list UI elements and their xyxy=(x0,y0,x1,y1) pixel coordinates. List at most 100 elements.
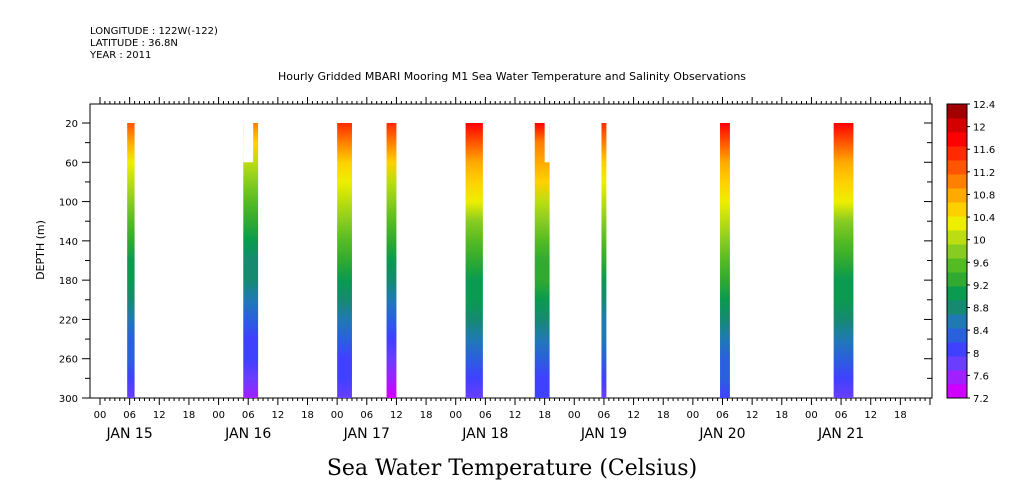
colorbar-swatch xyxy=(947,384,967,399)
colorbar-label: 8 xyxy=(973,349,979,360)
colorbar-swatch xyxy=(947,370,967,385)
x-tick-label: 06 xyxy=(360,410,373,421)
x-tick-label: 18 xyxy=(538,410,551,421)
y-tick-label: 300 xyxy=(59,394,78,405)
data-column xyxy=(601,123,607,398)
colorbar-label: 9.2 xyxy=(973,281,989,292)
latitude-label: LATITUDE : 36.8N xyxy=(90,38,178,49)
y-tick-label: 100 xyxy=(59,198,78,209)
y-tick-label: 220 xyxy=(59,315,78,326)
colorbar-swatch xyxy=(947,188,967,203)
colorbar-swatch xyxy=(947,258,967,273)
colorbar-label: 12.4 xyxy=(973,100,995,111)
colorbar-frame xyxy=(946,103,968,399)
x-tick-label: 18 xyxy=(301,410,314,421)
colorbar-label: 9.6 xyxy=(973,258,989,269)
y-tick-label: 180 xyxy=(59,276,78,287)
y-tick-label: 60 xyxy=(65,158,78,169)
y-axis-label: DEPTH (m) xyxy=(34,220,47,280)
data-column-gap xyxy=(243,123,254,163)
colorbar-swatch xyxy=(947,328,967,343)
data-column xyxy=(465,123,483,398)
x-tick-label: 00 xyxy=(568,410,581,421)
colorbar-label: 7.2 xyxy=(973,394,989,405)
x-tick-label: 06 xyxy=(123,410,136,421)
data-column xyxy=(833,123,854,398)
x-tick-label: 00 xyxy=(805,410,818,421)
colorbar-label: 11.6 xyxy=(973,145,995,156)
x-tick-label: 18 xyxy=(183,410,196,421)
colorbar: 12.4 12 11.6 11.2 10.8 10.4 10 9.6 9.2 8.8 8.4 8 7.6… xyxy=(946,100,995,405)
x-tick-label: 12 xyxy=(153,410,166,421)
colorbar-label: 8.8 xyxy=(973,304,989,315)
colorbar-swatch xyxy=(947,104,967,119)
x-day-label: JAN 18 xyxy=(461,426,508,442)
x-tick-label: 06 xyxy=(716,410,729,421)
x-tick-label: 12 xyxy=(509,410,522,421)
x-tick-label: 18 xyxy=(894,410,907,421)
colorbar-swatch xyxy=(947,300,967,315)
y-tick-label: 20 xyxy=(65,119,78,130)
colorbar-label: 12 xyxy=(973,123,986,134)
colorbar-swatch xyxy=(947,244,967,259)
x-tick-label: 12 xyxy=(864,410,877,421)
colorbar-swatch xyxy=(947,160,967,175)
data-column-gap xyxy=(544,123,550,163)
x-day-label: JAN 21 xyxy=(817,426,864,442)
x-tick-label: 00 xyxy=(94,410,107,421)
colorbar-label: 10 xyxy=(973,236,986,247)
x-tick-label: 12 xyxy=(746,410,759,421)
colorbar-swatch xyxy=(947,118,967,133)
x-day-label: JAN 19 xyxy=(580,426,627,442)
x-day-label: JAN 15 xyxy=(106,426,153,442)
colorbar-label: 10.8 xyxy=(973,190,995,201)
colorbar-swatch xyxy=(947,216,967,231)
y-tick-label: 140 xyxy=(59,237,78,248)
colorbar-swatch xyxy=(947,314,967,329)
x-tick-label: 00 xyxy=(686,410,699,421)
colorbar-swatch xyxy=(947,146,967,161)
x-tick-label: 18 xyxy=(657,410,670,421)
data-column xyxy=(720,123,730,398)
x-tick-label: 12 xyxy=(627,410,640,421)
x-tick-label: 06 xyxy=(242,410,255,421)
x-tick-label: 18 xyxy=(420,410,433,421)
x-day-label: JAN 16 xyxy=(224,426,271,442)
colorbar-swatch xyxy=(947,132,967,147)
x-tick-label: 06 xyxy=(598,410,611,421)
colorbar-swatch xyxy=(947,272,967,287)
colorbar-label: 11.2 xyxy=(973,168,995,179)
x-day-label: JAN 20 xyxy=(698,426,745,442)
x-tick-label: 12 xyxy=(271,410,284,421)
y-tick-label: 260 xyxy=(59,355,78,366)
chart-title: Hourly Gridded MBARI Mooring M1 Sea Wate… xyxy=(278,70,746,83)
data-column xyxy=(243,123,259,398)
x-tick-label: 18 xyxy=(775,410,788,421)
colorbar-label: 8.4 xyxy=(973,326,989,337)
colorbar-swatch xyxy=(947,356,967,371)
year-label: YEAR : 2011 xyxy=(89,50,151,61)
colorbar-swatch xyxy=(947,174,967,189)
colorbar-swatch xyxy=(947,342,967,357)
data-column xyxy=(534,123,550,398)
longitude-label: LONGITUDE : 122W(-122) xyxy=(90,26,218,37)
plot-frame xyxy=(89,103,933,399)
colorbar-swatch xyxy=(947,202,967,217)
data-column xyxy=(127,123,135,398)
data-columns xyxy=(127,123,854,398)
x-day-label: JAN 17 xyxy=(343,426,390,442)
x-tick-label: 12 xyxy=(390,410,403,421)
x-tick-label: 00 xyxy=(449,410,462,421)
x-tick-label: 06 xyxy=(835,410,848,421)
x-tick-label: 00 xyxy=(331,410,344,421)
data-column xyxy=(337,123,352,398)
colorbar-swatch xyxy=(947,286,967,301)
x-tick-label: 06 xyxy=(479,410,492,421)
data-column xyxy=(386,123,397,398)
x-axis-label: Sea Water Temperature (Celsius) xyxy=(327,456,697,481)
x-tick-label: 00 xyxy=(212,410,225,421)
colorbar-swatch xyxy=(947,230,967,245)
axis-ticks: 00 06 12 18 00 06 12 18 00 06 12 18 00 06 12 18 00 06 12 18… xyxy=(59,97,932,442)
colorbar-label: 7.6 xyxy=(973,371,989,382)
